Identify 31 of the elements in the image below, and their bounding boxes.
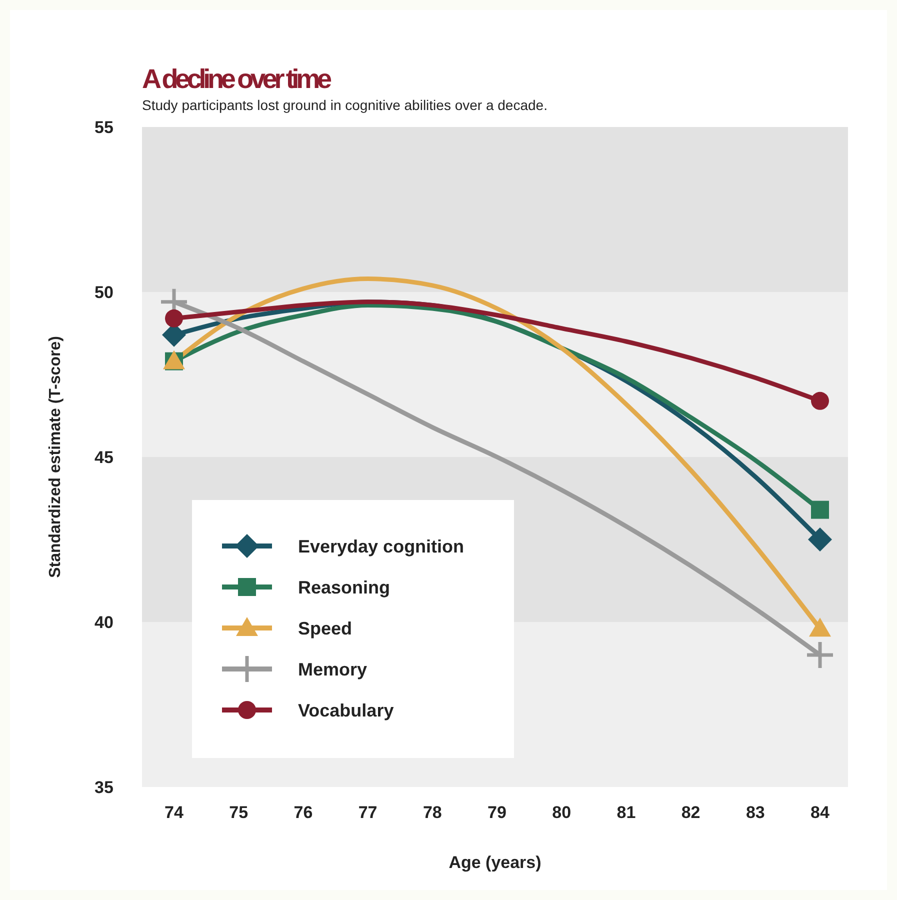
x-tick-label: 76	[294, 803, 313, 822]
x-axis-title: Age (years)	[448, 853, 542, 872]
legend-label: Speed	[298, 618, 352, 638]
x-tick-label: 81	[616, 803, 636, 822]
y-tick-label: 40	[94, 612, 114, 632]
point	[811, 500, 829, 519]
chart-title: A decline over time	[142, 64, 332, 94]
chart-subtitle: Study participants lost ground in cognitive abilities over a decade.	[142, 97, 548, 113]
x-tick-label: 75	[229, 803, 248, 822]
x-tick-label: 77	[358, 803, 378, 822]
x-tick-label: 79	[488, 803, 506, 822]
point	[809, 618, 831, 637]
y-tick-label: 50	[94, 282, 114, 302]
x-tick-label: 83	[746, 803, 765, 822]
legend-label: Memory	[298, 659, 368, 680]
legend-label: Everyday cognition	[298, 536, 464, 556]
point	[811, 392, 829, 410]
x-tick-label: 74	[164, 803, 184, 822]
x-tick-label: 78	[422, 803, 442, 822]
y-axis-title: Standardized estimate (T-score)	[47, 336, 64, 578]
x-tick-label: 84	[810, 803, 830, 822]
x-tick-label: 82	[681, 803, 700, 822]
point	[807, 642, 833, 668]
x-tick-label: 80	[552, 803, 572, 822]
point	[165, 309, 183, 328]
y-tick-label: 35	[94, 778, 114, 797]
y-tick-label: 55	[94, 118, 114, 137]
y-tick-label: 45	[94, 448, 114, 467]
legend-label: Vocabulary	[298, 700, 394, 720]
legend-label: Reasoning	[298, 577, 390, 598]
point	[808, 528, 832, 552]
